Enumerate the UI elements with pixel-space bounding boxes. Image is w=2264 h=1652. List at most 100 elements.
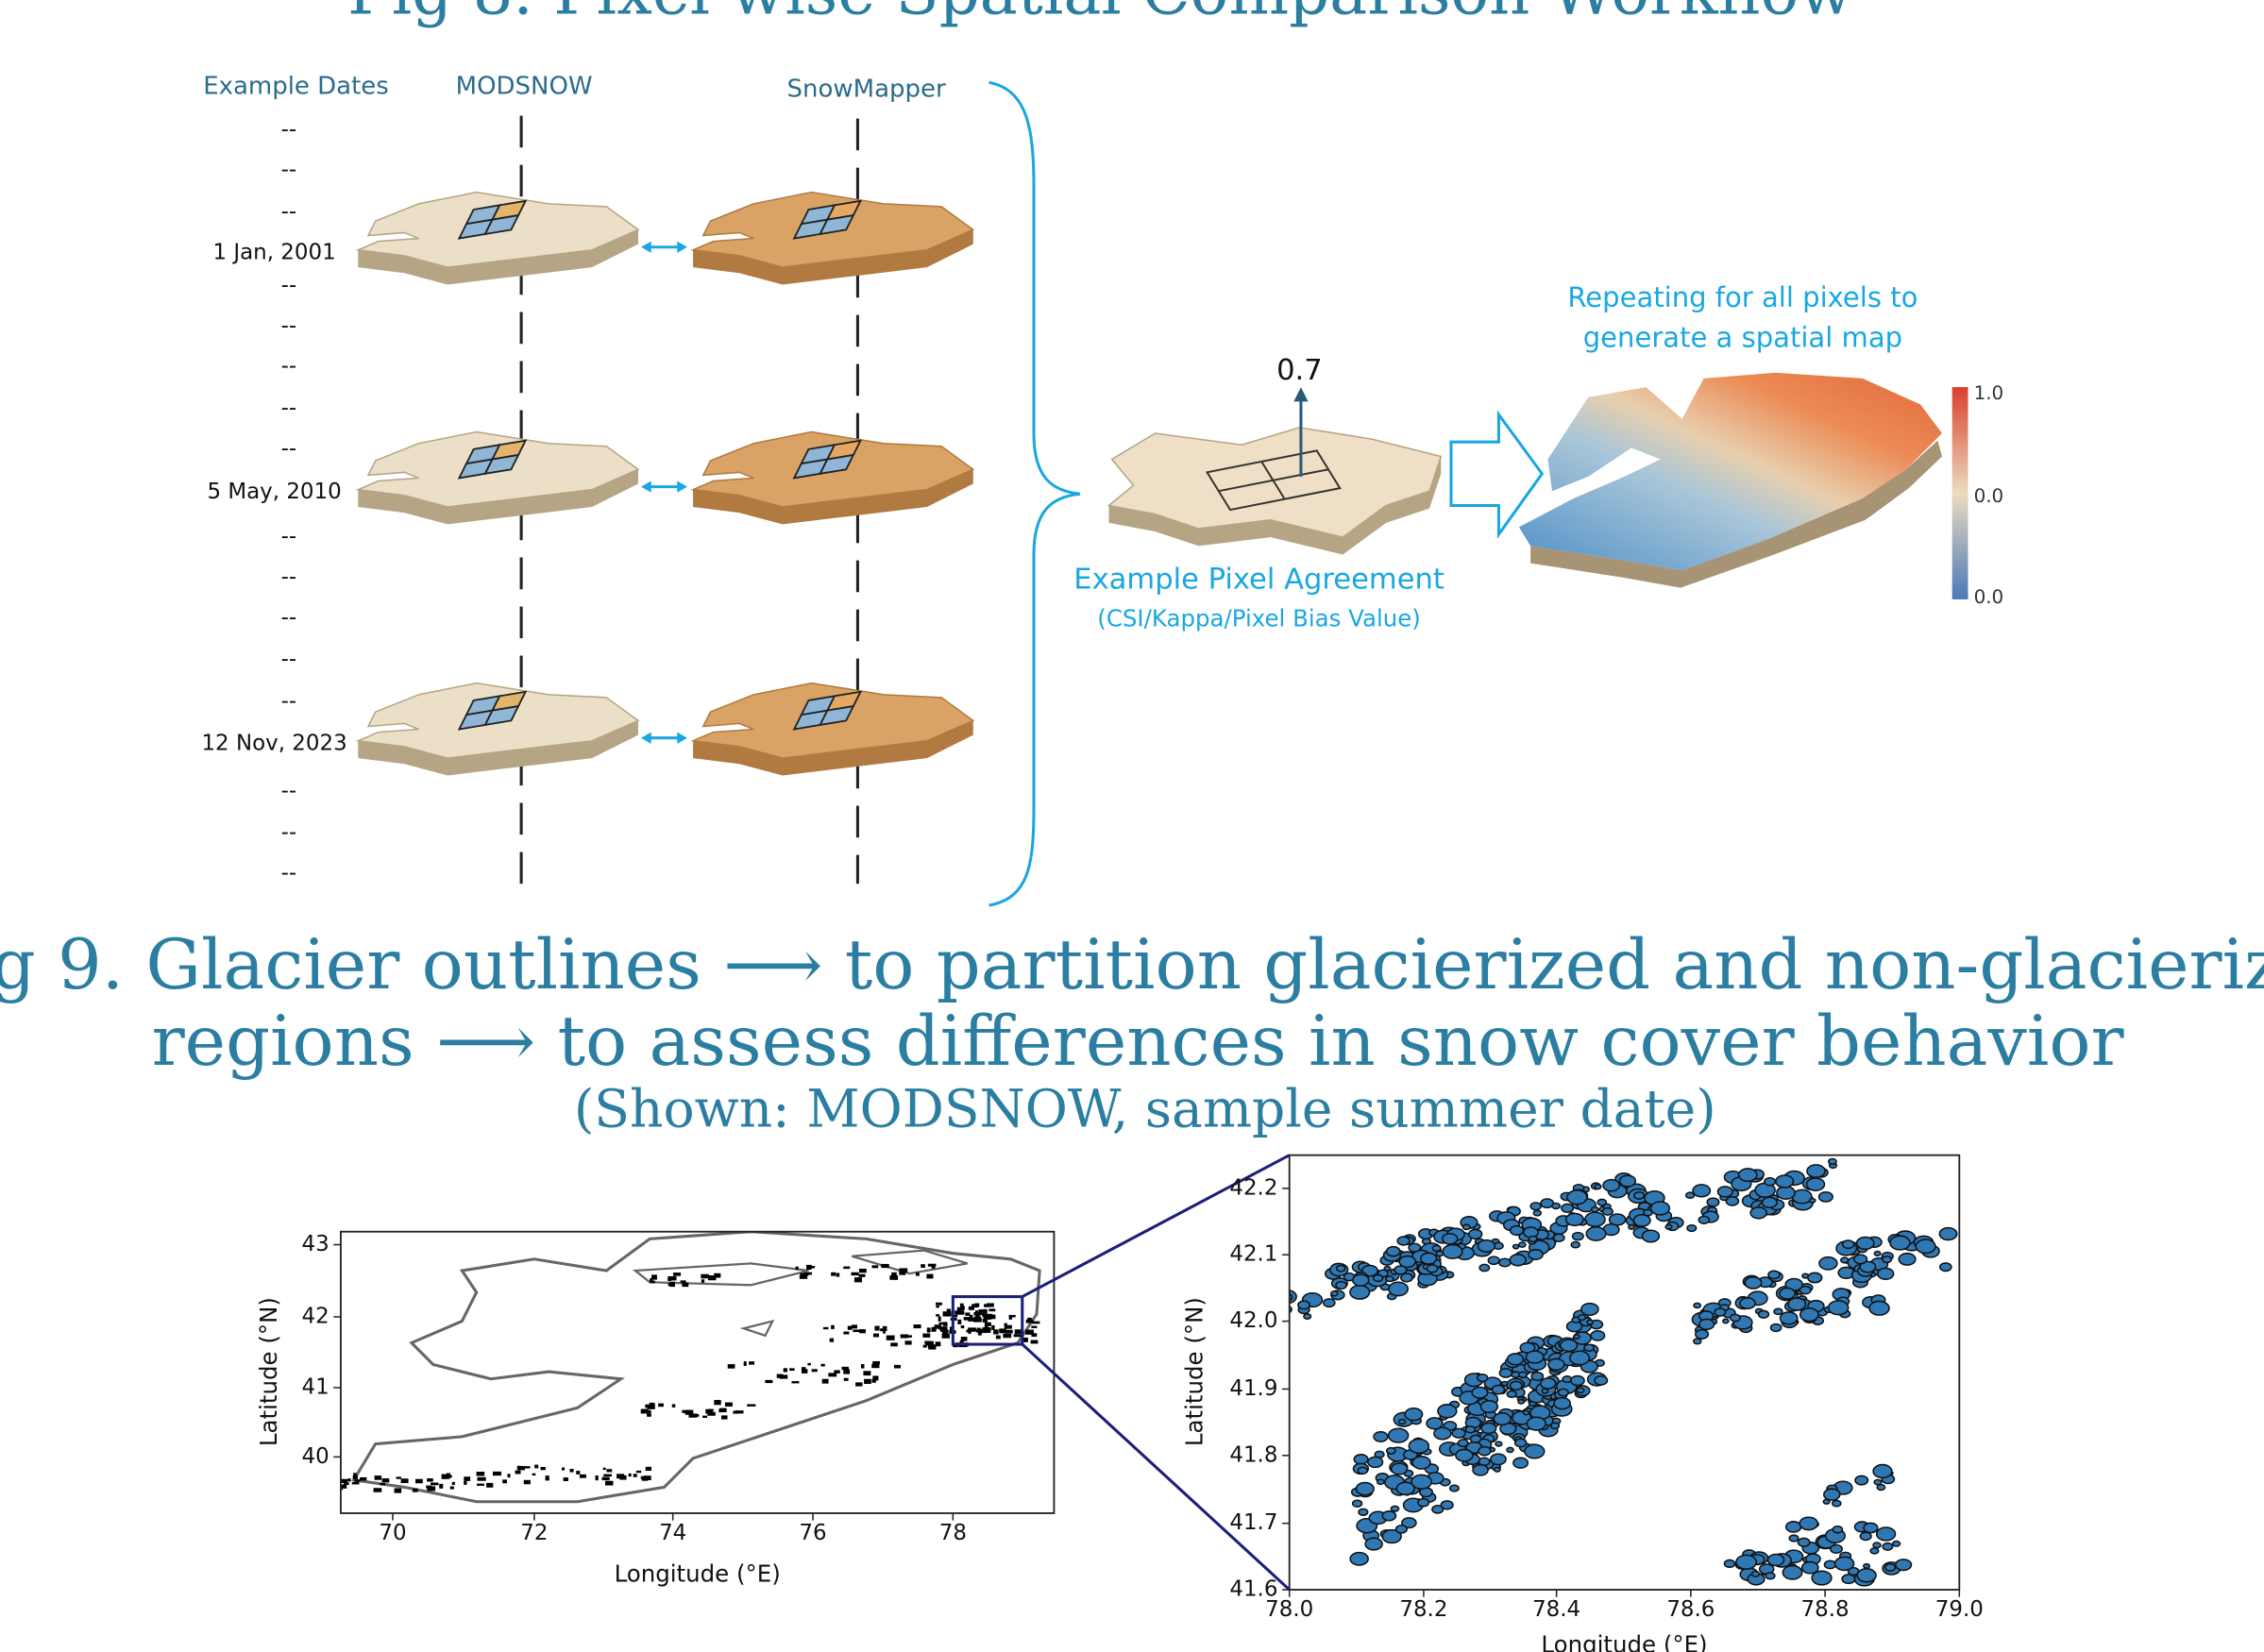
snow-speck	[823, 1327, 828, 1329]
snow-speck	[477, 1472, 485, 1475]
snow-speck	[987, 1303, 994, 1306]
snow-patch	[1739, 1169, 1757, 1182]
snow-patch	[1526, 1351, 1543, 1363]
snow-patch	[1633, 1215, 1650, 1226]
snow-patch	[1841, 1257, 1849, 1263]
snow-patch	[1620, 1175, 1636, 1187]
snow-patch	[1421, 1253, 1437, 1264]
snow-patch	[1443, 1245, 1462, 1259]
snow-speck	[353, 1475, 358, 1479]
dash: --	[281, 354, 297, 379]
snow-patch	[1824, 1489, 1840, 1500]
snow-speck	[431, 1483, 439, 1486]
snow-speck	[502, 1479, 507, 1483]
agreement-sub: (CSI/Kappa/Pixel Bias Value)	[1097, 604, 1421, 632]
snow-patch	[1763, 1197, 1778, 1207]
snow-patch	[1595, 1376, 1607, 1385]
snow-speck	[861, 1364, 864, 1369]
snow-speck	[985, 1323, 991, 1326]
snow-patch	[1462, 1224, 1470, 1229]
snow-patch	[1386, 1276, 1394, 1282]
snow-patch	[1443, 1234, 1458, 1244]
snow-speck	[720, 1408, 727, 1412]
snow-speck	[880, 1328, 887, 1331]
snow-patch	[1499, 1369, 1512, 1377]
snow-patch	[1731, 1314, 1741, 1321]
snow-speck	[617, 1474, 624, 1478]
snow-patch	[1870, 1548, 1878, 1554]
snow-speck	[830, 1339, 834, 1342]
snow-patch	[1374, 1432, 1388, 1441]
snow-patch	[1432, 1506, 1444, 1513]
snow-speck	[996, 1336, 1001, 1340]
date-label: 12 Nov, 2023	[201, 731, 346, 755]
snow-speck	[507, 1474, 510, 1477]
snow-speck	[872, 1265, 879, 1268]
snow-patch	[1531, 1373, 1543, 1381]
snow-patch	[1397, 1237, 1410, 1245]
snow-patch	[1354, 1455, 1368, 1464]
snow-patch	[1724, 1559, 1734, 1567]
snow-speck	[889, 1275, 898, 1280]
snow-patch	[1789, 1535, 1799, 1542]
snow-patch	[1523, 1410, 1529, 1414]
agreement-value: 0.7	[1276, 354, 1323, 387]
snow-speck	[629, 1474, 632, 1476]
snow-patch	[1687, 1225, 1697, 1232]
snow-speck	[965, 1312, 970, 1315]
snow-speck	[541, 1467, 546, 1470]
y-tick-label: 41.6	[1229, 1577, 1277, 1602]
snow-speck	[673, 1273, 681, 1276]
page: Fig 8. Pixel wise Spatial Comparison Wor…	[0, 0, 2264, 1652]
snow-patch	[1819, 1257, 1837, 1270]
snow-speck	[725, 1403, 733, 1407]
snow-speck	[932, 1327, 937, 1331]
snow-patch	[1508, 1354, 1524, 1365]
snow-speck	[747, 1404, 755, 1406]
mini-map	[693, 431, 973, 524]
snow-speck	[515, 1471, 521, 1475]
snow-patch	[1541, 1378, 1556, 1389]
y-tick-label: 40	[302, 1444, 329, 1469]
brace	[989, 82, 1080, 905]
snow-speck	[606, 1469, 612, 1472]
snow-patch	[1470, 1435, 1480, 1442]
snow-patch	[1356, 1483, 1374, 1495]
snow-patch	[1579, 1315, 1586, 1320]
snow-speck	[413, 1489, 418, 1492]
snow-speck	[936, 1314, 939, 1317]
snow-speck	[570, 1469, 574, 1473]
x-tick-label: 78.6	[1666, 1597, 1715, 1622]
snow-patch	[1427, 1265, 1437, 1273]
snow-patch	[1336, 1282, 1346, 1290]
snow-speck	[447, 1473, 450, 1475]
snow-speck	[749, 1361, 754, 1364]
colorbar	[1952, 387, 1968, 599]
snow-patch	[1715, 1308, 1726, 1316]
snow-patch	[1350, 1286, 1370, 1299]
snow-speck	[871, 1379, 875, 1383]
snow-speck	[645, 1405, 651, 1408]
snow-patch	[1377, 1479, 1384, 1484]
date-label: 1 Jan, 2001	[212, 240, 335, 264]
snow-patch	[1587, 1320, 1594, 1324]
snow-patch	[1382, 1511, 1395, 1521]
snow-speck	[843, 1267, 850, 1270]
snow-patch	[1788, 1298, 1806, 1310]
snow-speck	[668, 1276, 676, 1280]
snow-patch	[1507, 1391, 1516, 1397]
repeat-text: generate a spatial map	[1583, 322, 1902, 354]
mini-map	[358, 683, 638, 776]
snow-patch	[1693, 1185, 1710, 1197]
x-tick-label: 78.4	[1532, 1597, 1580, 1622]
snow-speck	[922, 1334, 930, 1338]
snow-patch	[1353, 1274, 1369, 1286]
snow-speck	[1003, 1334, 1011, 1338]
snow-speck	[983, 1319, 988, 1323]
snow-speck	[493, 1472, 501, 1475]
snow-patch	[1717, 1187, 1732, 1197]
snow-patch	[1480, 1401, 1497, 1413]
snow-speck	[901, 1334, 908, 1338]
snow-speck	[1014, 1334, 1022, 1337]
snow-speck	[1005, 1325, 1012, 1329]
